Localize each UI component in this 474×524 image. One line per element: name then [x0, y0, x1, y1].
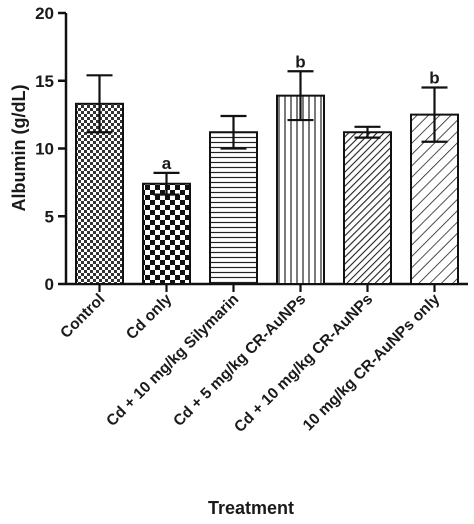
bar — [343, 131, 392, 285]
y-axis-title: Albumin (g/dL) — [9, 85, 29, 212]
x-axis-title: Treatment — [208, 498, 294, 518]
x-category-label: Cd + 10 mg/kg CR-AuNPs — [231, 291, 376, 436]
bar — [142, 182, 191, 285]
y-tick-label: 15 — [35, 72, 54, 91]
x-category-label: Cd + 5 mg/kg CR-AuNPs — [170, 291, 309, 430]
y-tick-label: 0 — [45, 275, 54, 294]
y-tick-label: 10 — [35, 140, 54, 159]
x-category-label: Control — [57, 291, 108, 342]
significance-label: b — [295, 52, 305, 71]
x-category-label: Cd + 10 mg/kg Silymarin — [103, 291, 242, 430]
bar — [410, 113, 459, 285]
y-tick-label: 20 — [35, 4, 54, 23]
x-category-label: 10 mg/kg CR-AuNPs only — [300, 291, 444, 435]
bar — [276, 94, 325, 285]
x-category-label: Cd only — [123, 291, 175, 343]
y-tick-label: 5 — [45, 207, 54, 226]
bar — [209, 131, 258, 285]
significance-label: a — [162, 154, 172, 173]
significance-label: b — [429, 69, 439, 88]
